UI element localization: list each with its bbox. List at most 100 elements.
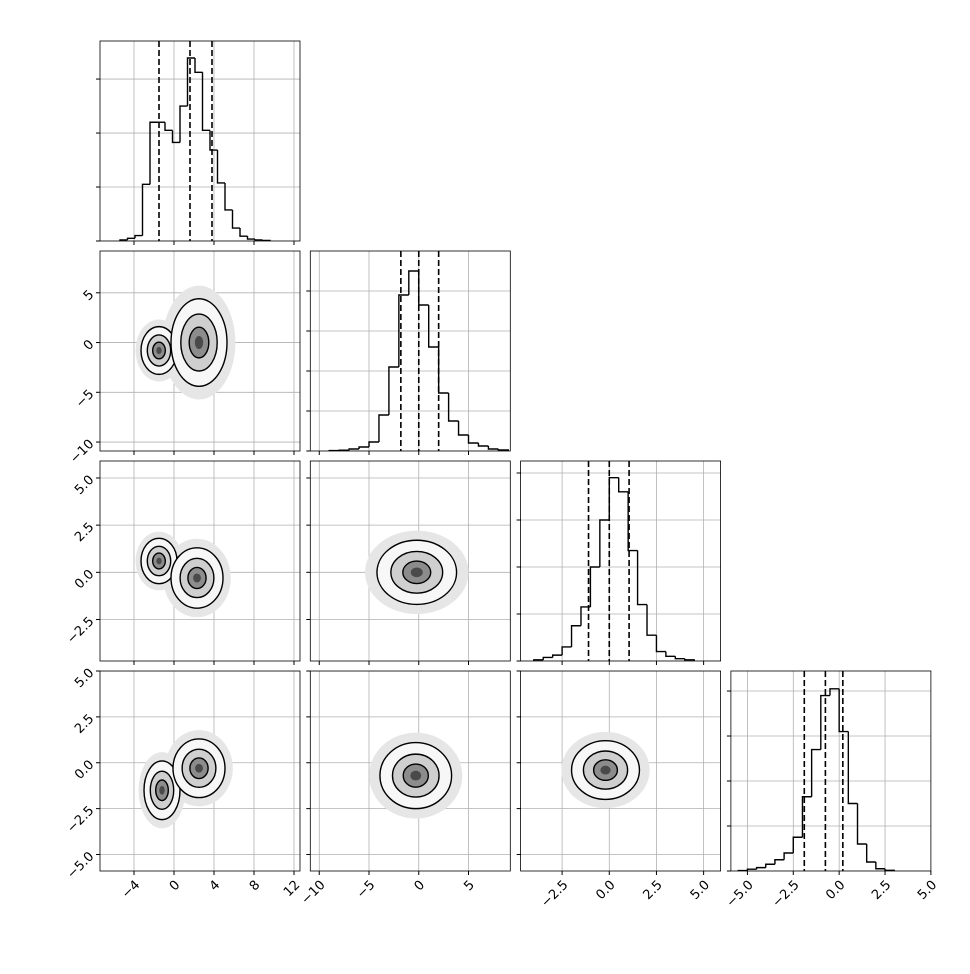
histogram-bin	[600, 520, 609, 567]
y-tick-label: 0.0	[72, 567, 97, 592]
joint-panel	[306, 461, 510, 665]
x-tick-label: −5.0	[724, 878, 757, 911]
panel-content	[521, 461, 721, 661]
panel-frame	[731, 671, 931, 871]
y-tick-label: 2.5	[72, 712, 97, 737]
density-contour	[156, 558, 161, 565]
histogram-bin	[439, 347, 449, 393]
y-tick-label: 5	[81, 287, 97, 303]
panel-content	[310, 671, 510, 871]
histogram-bin	[165, 122, 173, 130]
histogram-bin	[379, 415, 389, 442]
panel-content	[100, 461, 300, 661]
x-tick-label: 0	[412, 878, 428, 894]
density-contour	[600, 766, 610, 775]
histogram-bin	[572, 626, 581, 647]
y-tick-label: 5.0	[72, 473, 97, 498]
histogram-bin	[143, 184, 151, 235]
histogram-bin	[666, 652, 675, 657]
histogram-bin	[449, 393, 459, 421]
histogram-bin	[638, 551, 647, 605]
panel-content	[100, 251, 300, 451]
y-tick-label: 5.0	[72, 666, 97, 691]
histogram-bin	[647, 605, 656, 636]
histogram-bin	[839, 689, 848, 732]
y-tick-label: −2.5	[64, 803, 97, 836]
panel-content	[100, 671, 300, 871]
x-tick-label: 0	[167, 878, 183, 894]
histogram-bin	[203, 72, 211, 130]
histogram-bin	[830, 689, 839, 696]
histogram-bin	[349, 449, 359, 450]
x-tick-label: 0.0	[593, 878, 618, 903]
histogram-bin	[469, 435, 479, 443]
density-contour	[195, 336, 203, 349]
density-contour	[156, 347, 161, 354]
histogram-bin	[195, 58, 203, 72]
y-tick-label: −5.0	[64, 849, 97, 882]
histogram-bin	[876, 862, 885, 869]
histogram-bin	[675, 656, 684, 658]
x-tick-label: 8	[247, 878, 263, 894]
joint-panel: −10 −5 0 5	[299, 671, 511, 908]
histogram-panel	[96, 41, 300, 245]
histogram-bin	[609, 478, 618, 520]
x-tick-label: 5.0	[915, 878, 940, 903]
panel-content	[310, 251, 510, 451]
histogram-bin	[747, 869, 756, 870]
histogram-bin	[784, 853, 793, 860]
joint-panel: −10−505	[67, 251, 300, 467]
histogram-bin	[419, 271, 429, 305]
histogram-bin	[619, 478, 628, 492]
histogram-bin	[757, 868, 766, 870]
x-tick-label: 2.5	[869, 878, 894, 903]
x-tick-label: −2.5	[538, 878, 571, 911]
histogram-bin	[255, 239, 263, 240]
histogram-bin	[562, 647, 571, 655]
panel-frame	[521, 461, 721, 661]
histogram-bin	[135, 236, 143, 239]
histogram-bin	[775, 860, 784, 864]
histogram-bin	[656, 635, 665, 651]
histogram-bin	[389, 367, 399, 415]
y-tick-label: 0.0	[72, 757, 97, 782]
histogram-bin	[793, 837, 802, 853]
panel-frame	[100, 41, 300, 241]
histogram-bin	[188, 58, 196, 106]
y-tick-label: −2.5	[64, 614, 97, 647]
joint-panel: −2.5 0.0 2.5 5.0	[517, 671, 721, 911]
histogram-bin	[848, 732, 857, 804]
panel-content	[310, 461, 510, 661]
y-tick-label: −5	[73, 387, 97, 411]
histogram-bin	[858, 804, 867, 844]
histogram-bin	[218, 150, 226, 183]
histogram-panel	[306, 251, 510, 455]
histogram-bin	[369, 442, 379, 447]
x-tick-label: −5	[354, 878, 378, 902]
histogram-bin	[459, 421, 469, 435]
histogram-bin	[150, 122, 158, 184]
x-tick-label: 5.0	[688, 878, 713, 903]
density-contour	[410, 771, 421, 781]
panel-content	[731, 671, 931, 871]
density-contour	[195, 764, 203, 773]
histogram-bin	[812, 750, 821, 797]
joint-panel: −2.5 0.0 2.5 5.0	[64, 461, 300, 665]
x-tick-label: −2.5	[770, 878, 803, 911]
x-tick-label: 2.5	[641, 878, 666, 903]
histogram-bin	[488, 446, 498, 449]
histogram-bin	[240, 228, 248, 236]
y-tick-label: 2.5	[72, 520, 97, 545]
histogram-panel	[517, 461, 721, 665]
histogram-bin	[359, 447, 369, 449]
histogram-bin	[233, 210, 241, 228]
x-tick-label: −10	[299, 878, 329, 908]
x-tick-label: 5	[461, 878, 477, 894]
histogram-bin	[590, 567, 599, 607]
density-contour	[159, 786, 164, 795]
x-tick-label: 4	[207, 878, 223, 894]
density-contour	[411, 568, 423, 578]
histogram-bin	[543, 657, 552, 659]
